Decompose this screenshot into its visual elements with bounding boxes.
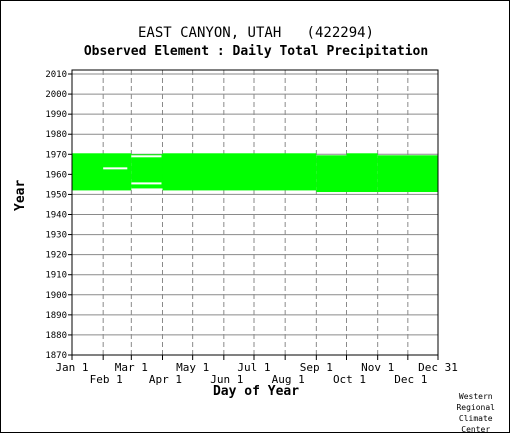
y-tick-label: 1870 [45, 351, 67, 361]
x-tick-label: Mar 1 [115, 361, 148, 374]
y-tick-label: 1960 [45, 170, 67, 180]
y-tick-label: 1970 [45, 150, 67, 160]
y-tick-label: 1880 [45, 331, 67, 341]
x-tick-label: Jun 1 [210, 373, 243, 386]
credit-line: Western [458, 392, 493, 401]
coverage-band [346, 153, 378, 193]
x-tick-label: Dec 31 [418, 361, 458, 374]
plot-border [71, 69, 439, 356]
credit-line: Climate [458, 414, 493, 423]
chart-subtitle: Observed Element : Daily Total Precipita… [83, 44, 429, 59]
y-tick-label: 1900 [45, 291, 67, 301]
x-tick-label: Feb 1 [90, 373, 123, 386]
x-tick-label: Nov 1 [361, 361, 394, 374]
y-axis-label: Year [13, 179, 28, 211]
credit-line: Center [461, 425, 491, 433]
y-tick-label: 2010 [45, 70, 67, 80]
x-tick-label: Jan 1 [55, 361, 88, 374]
x-tick-label: Sep 1 [300, 361, 333, 374]
coverage-band [316, 155, 347, 193]
y-tick-label: 1890 [45, 311, 67, 321]
credit-line: Regional [456, 403, 495, 412]
coverage-band [162, 153, 317, 191]
y-tick-label: 1990 [45, 110, 67, 120]
y-tick-label: 1930 [45, 231, 67, 241]
x-axis-label: Day of Year [212, 384, 300, 399]
plot-area [72, 70, 438, 355]
y-tick-label: 1940 [45, 211, 67, 221]
x-tick-label: Jul 1 [237, 361, 270, 374]
chart-title: EAST CANYON, UTAH (422294) [137, 25, 374, 41]
coverage-band [72, 153, 132, 191]
x-tick-label: Dec 1 [394, 373, 427, 386]
x-tick-label: Apr 1 [149, 373, 182, 386]
x-tick-label: Oct 1 [333, 373, 366, 386]
x-tick-label: Aug 1 [272, 373, 305, 386]
y-tick-label: 1910 [45, 271, 67, 281]
y-tick-label: 2000 [45, 90, 67, 100]
missing-data-gap [131, 155, 162, 158]
x-tick-label: May 1 [176, 361, 209, 374]
y-tick-label: 1980 [45, 130, 67, 140]
wrcc-credit: Western Regional Climate Center [456, 391, 495, 433]
missing-data-gap [131, 182, 162, 185]
y-tick-label: 1920 [45, 251, 67, 261]
y-tick-label: 1950 [45, 190, 67, 200]
coverage-band [377, 155, 438, 193]
missing-data-gap [103, 167, 128, 170]
